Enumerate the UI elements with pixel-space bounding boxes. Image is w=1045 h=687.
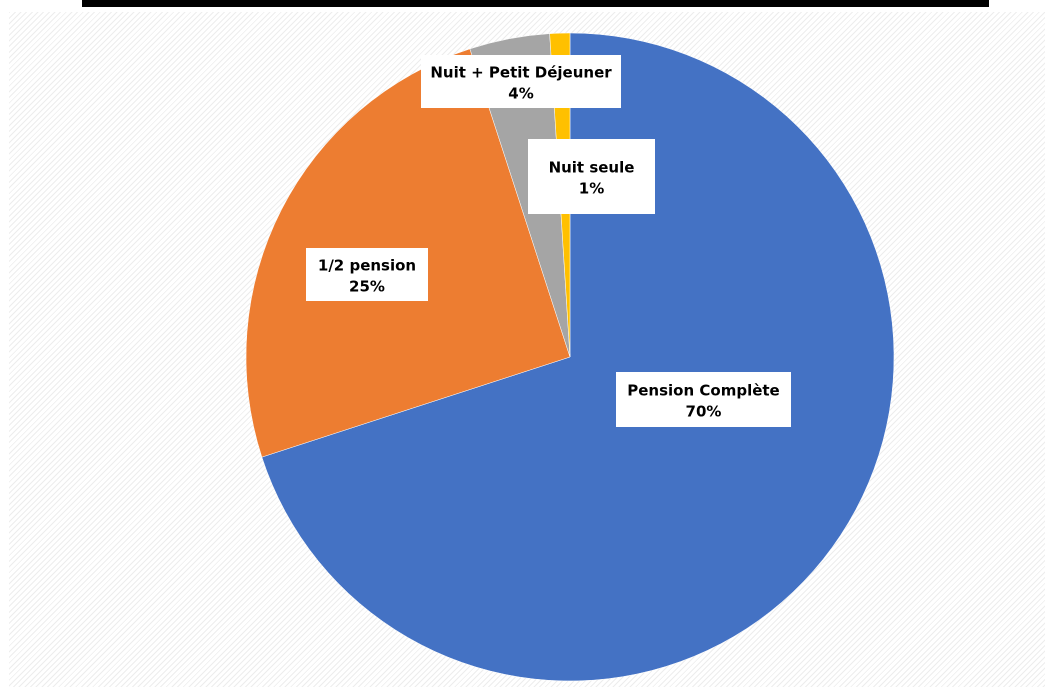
data-label-value: 25% — [349, 278, 385, 296]
data-label-value: 70% — [686, 403, 722, 421]
data-label-value: 1% — [579, 180, 604, 198]
data-label-1-2-pension: 1/2 pension 25% — [306, 248, 428, 301]
data-label-box — [528, 139, 655, 214]
data-label-box — [421, 55, 621, 108]
top-black-bar — [82, 0, 989, 7]
data-label-box — [616, 372, 791, 427]
data-label-pension-compl-te: Pension Complète 70% — [616, 372, 791, 427]
data-label-category: 1/2 pension — [318, 257, 416, 275]
data-label-category: Nuit seule — [549, 159, 635, 177]
labels-layer: Pension Complète 70% 1/2 pension 25% Nuit + … — [306, 55, 791, 427]
data-label-category: Pension Complète — [627, 382, 779, 400]
data-label-value: 4% — [508, 85, 533, 103]
data-label-box — [306, 248, 428, 301]
slices-layer — [245, 32, 895, 682]
data-label-category: Nuit + Petit Déjeuner — [430, 64, 612, 82]
pie-slice-pension-compl-te — [261, 32, 895, 682]
data-label-nuit-petit-d-jeuner: Nuit + Petit Déjeuner 4% — [421, 55, 621, 108]
data-label-nuit-seule: Nuit seule 1% — [528, 139, 655, 214]
